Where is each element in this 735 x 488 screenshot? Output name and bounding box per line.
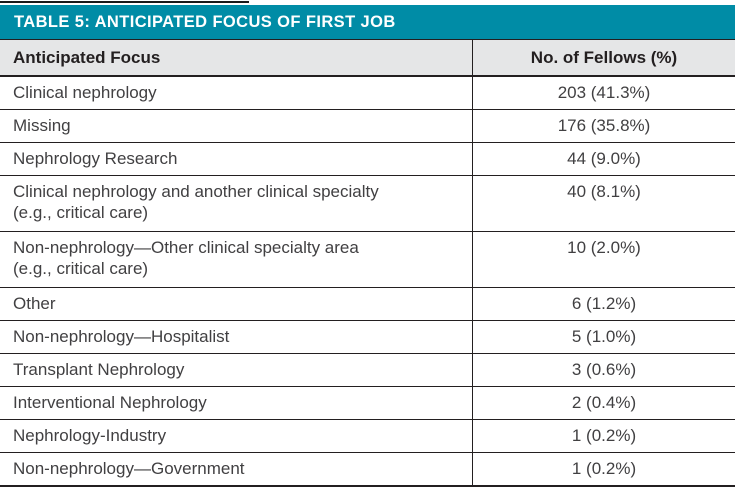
table-row: Other 6 (1.2%) bbox=[0, 288, 735, 321]
focus-cell-note: (e.g., critical care) bbox=[13, 259, 149, 278]
focus-cell-text: Interventional Nephrology bbox=[13, 393, 207, 412]
focus-cell: Non-nephrology—Hospitalist bbox=[0, 321, 472, 353]
table-row: Non-nephrology—Government 1 (0.2%) bbox=[0, 453, 735, 485]
table-row: Non-nephrology—Hospitalist 5 (1.0%) bbox=[0, 321, 735, 354]
column-header-anticipated-focus: Anticipated Focus bbox=[13, 47, 161, 67]
table-row: Missing 176 (35.8%) bbox=[0, 110, 735, 143]
focus-cell-text: Clinical nephrology bbox=[13, 83, 157, 102]
value-cell: 40 (8.1%) bbox=[472, 176, 735, 231]
value-cell: 6 (1.2%) bbox=[472, 288, 735, 320]
value-cell: 1 (0.2%) bbox=[472, 453, 735, 485]
value-cell: 203 (41.3%) bbox=[472, 77, 735, 109]
table-row: Clinical nephrology and another clinical… bbox=[0, 176, 735, 232]
column-header-no-of-fellows: No. of Fellows (%) bbox=[472, 40, 735, 75]
table-title-bar: TABLE 5: ANTICIPATED FOCUS OF FIRST JOB bbox=[0, 5, 735, 39]
focus-cell: Transplant Nephrology bbox=[0, 354, 472, 386]
focus-cell: Other bbox=[0, 288, 472, 320]
focus-cell: Missing bbox=[0, 110, 472, 142]
table-row: Nephrology-Industry 1 (0.2%) bbox=[0, 420, 735, 453]
focus-cell-text: Nephrology-Industry bbox=[13, 426, 167, 445]
focus-cell-note: (e.g., critical care) bbox=[13, 203, 149, 222]
focus-cell: Non-nephrology—Government bbox=[0, 453, 472, 485]
focus-cell: Non-nephrology—Other clinical specialty … bbox=[0, 232, 472, 287]
value-cell: 176 (35.8%) bbox=[472, 110, 735, 142]
focus-cell-text: Nephrology Research bbox=[13, 149, 178, 168]
value-cell: 10 (2.0%) bbox=[472, 232, 735, 287]
table-title: TABLE 5: ANTICIPATED FOCUS OF FIRST JOB bbox=[14, 12, 396, 31]
table-body: Clinical nephrology 203 (41.3%) Missing … bbox=[0, 77, 735, 485]
focus-cell: Nephrology Research bbox=[0, 143, 472, 175]
focus-cell-text: Non-nephrology—Other clinical specialty … bbox=[13, 238, 359, 257]
focus-cell-text: Missing bbox=[13, 116, 71, 135]
focus-cell: Nephrology-Industry bbox=[0, 420, 472, 452]
focus-cell: Clinical nephrology bbox=[0, 77, 472, 109]
value-cell: 5 (1.0%) bbox=[472, 321, 735, 353]
focus-cell-text: Clinical nephrology and another clinical… bbox=[13, 182, 379, 201]
table-row: Transplant Nephrology 3 (0.6%) bbox=[0, 354, 735, 387]
value-cell: 2 (0.4%) bbox=[472, 387, 735, 419]
value-cell: 1 (0.2%) bbox=[472, 420, 735, 452]
value-cell: 44 (9.0%) bbox=[472, 143, 735, 175]
table-row: Nephrology Research 44 (9.0%) bbox=[0, 143, 735, 176]
crop-artifact-line bbox=[0, 1, 249, 3]
table-header-row: Anticipated Focus No. of Fellows (%) bbox=[0, 39, 735, 77]
focus-cell: Interventional Nephrology bbox=[0, 387, 472, 419]
focus-cell-text: Non-nephrology—Hospitalist bbox=[13, 327, 230, 346]
focus-cell-text: Other bbox=[13, 294, 56, 313]
fellows-table: Anticipated Focus No. of Fellows (%) Cli… bbox=[0, 39, 735, 487]
focus-cell-text: Non-nephrology—Government bbox=[13, 459, 245, 478]
table-row: Non-nephrology—Other clinical specialty … bbox=[0, 232, 735, 288]
focus-cell-text: Transplant Nephrology bbox=[13, 360, 185, 379]
table-row: Clinical nephrology 203 (41.3%) bbox=[0, 77, 735, 110]
table-row: Interventional Nephrology 2 (0.4%) bbox=[0, 387, 735, 420]
focus-cell: Clinical nephrology and another clinical… bbox=[0, 176, 472, 231]
value-cell: 3 (0.6%) bbox=[472, 354, 735, 386]
